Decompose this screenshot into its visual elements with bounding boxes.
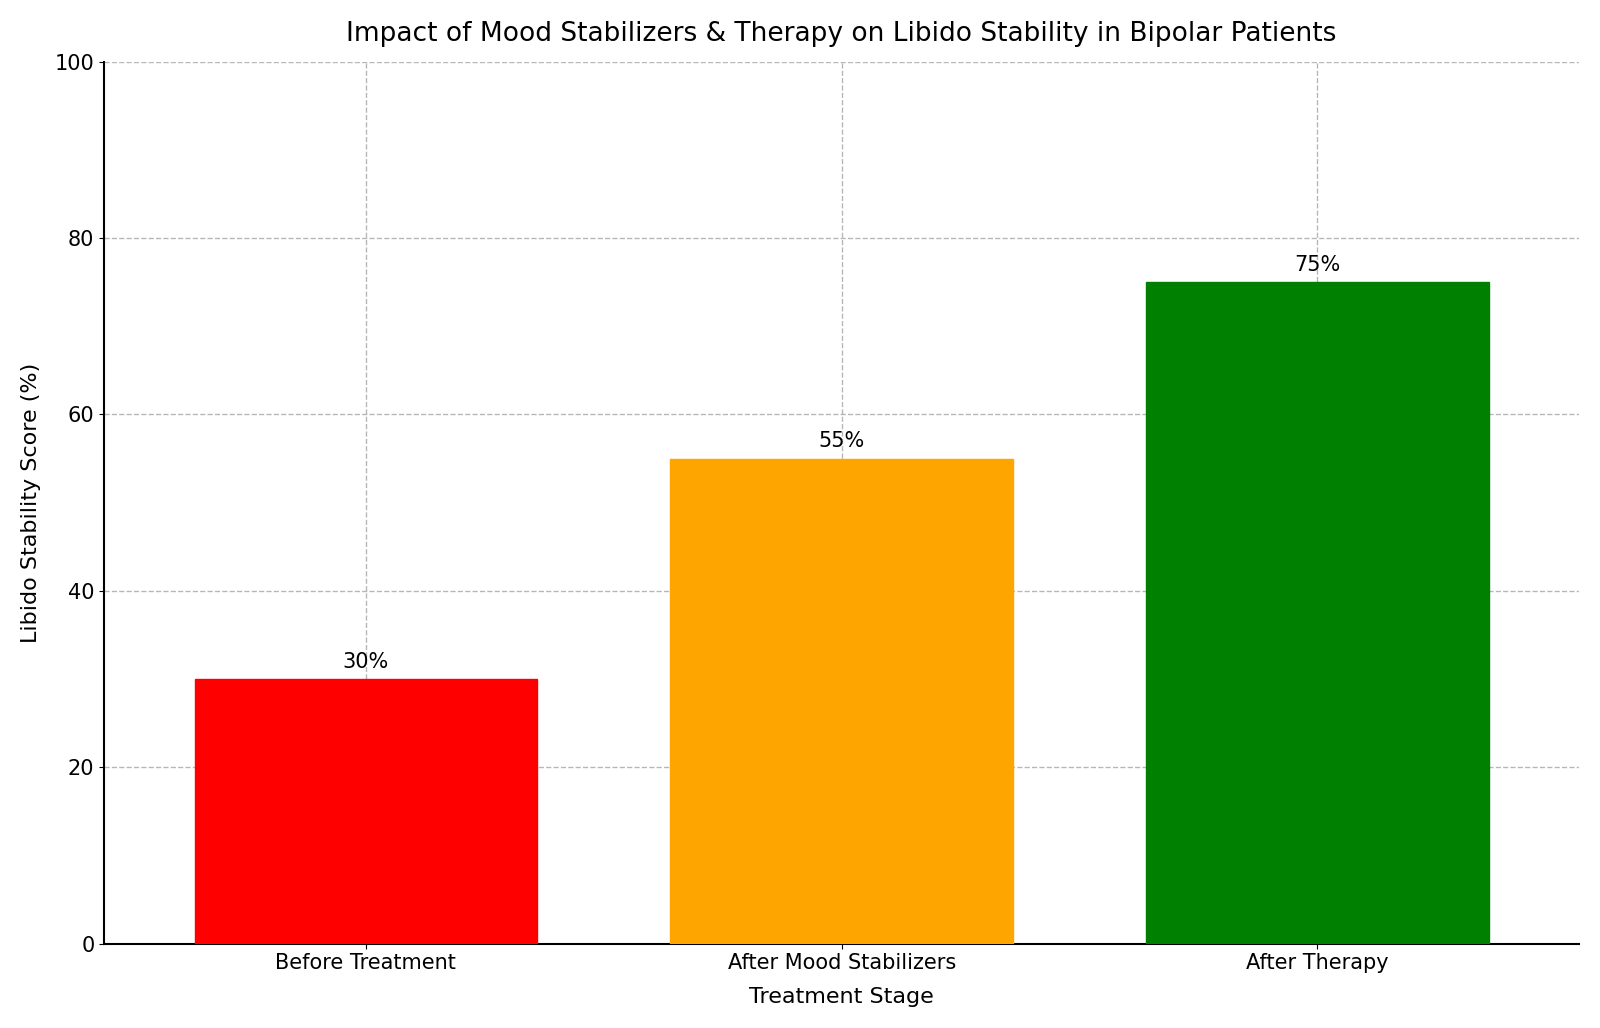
Text: 55%: 55% — [819, 432, 866, 451]
X-axis label: Treatment Stage: Treatment Stage — [749, 987, 934, 1007]
Bar — [195, 678, 538, 944]
Bar — [670, 458, 1013, 944]
Bar — [1146, 282, 1488, 944]
Text: 30%: 30% — [342, 652, 389, 672]
Title: Impact of Mood Stabilizers & Therapy on Libido Stability in Bipolar Patients: Impact of Mood Stabilizers & Therapy on … — [347, 21, 1338, 47]
Text: 75%: 75% — [1294, 255, 1341, 276]
Y-axis label: Libido Stability Score (%): Libido Stability Score (%) — [21, 363, 42, 642]
